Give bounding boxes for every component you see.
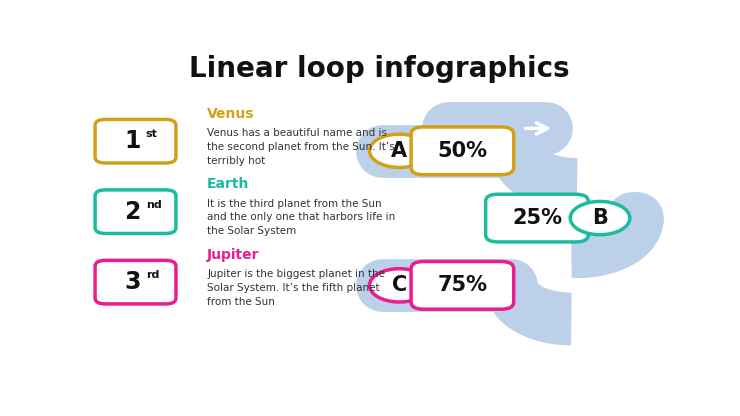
Text: 75%: 75%	[437, 275, 488, 295]
FancyBboxPatch shape	[95, 119, 176, 163]
FancyBboxPatch shape	[95, 260, 176, 304]
Text: C: C	[391, 275, 407, 295]
Circle shape	[369, 134, 429, 168]
Text: B: B	[592, 208, 608, 228]
Text: Linear loop infographics: Linear loop infographics	[189, 55, 570, 83]
Text: Venus: Venus	[207, 107, 255, 121]
Text: 50%: 50%	[437, 141, 488, 161]
Circle shape	[571, 201, 630, 235]
Circle shape	[369, 269, 429, 302]
FancyBboxPatch shape	[411, 262, 514, 309]
Text: A: A	[391, 141, 408, 161]
FancyBboxPatch shape	[95, 190, 176, 233]
Text: rd: rd	[146, 270, 159, 280]
Text: Earth: Earth	[207, 178, 249, 191]
Text: Jupiter: Jupiter	[207, 248, 260, 262]
Text: 2: 2	[124, 200, 141, 224]
Text: Venus has a beautiful name and is
the second planet from the Sun. It’s
terribly : Venus has a beautiful name and is the se…	[207, 129, 395, 166]
Text: Jupiter is the biggest planet in the
Solar System. It’s the fifth planet
from th: Jupiter is the biggest planet in the Sol…	[207, 269, 386, 307]
FancyBboxPatch shape	[411, 127, 514, 175]
FancyBboxPatch shape	[485, 194, 588, 242]
Text: st: st	[146, 129, 158, 139]
Text: It is the third planet from the Sun
and the only one that harbors life in
the So: It is the third planet from the Sun and …	[207, 199, 395, 236]
Text: 3: 3	[124, 270, 141, 294]
Text: 1: 1	[124, 129, 141, 153]
Text: nd: nd	[146, 200, 161, 210]
Text: 25%: 25%	[512, 208, 562, 228]
